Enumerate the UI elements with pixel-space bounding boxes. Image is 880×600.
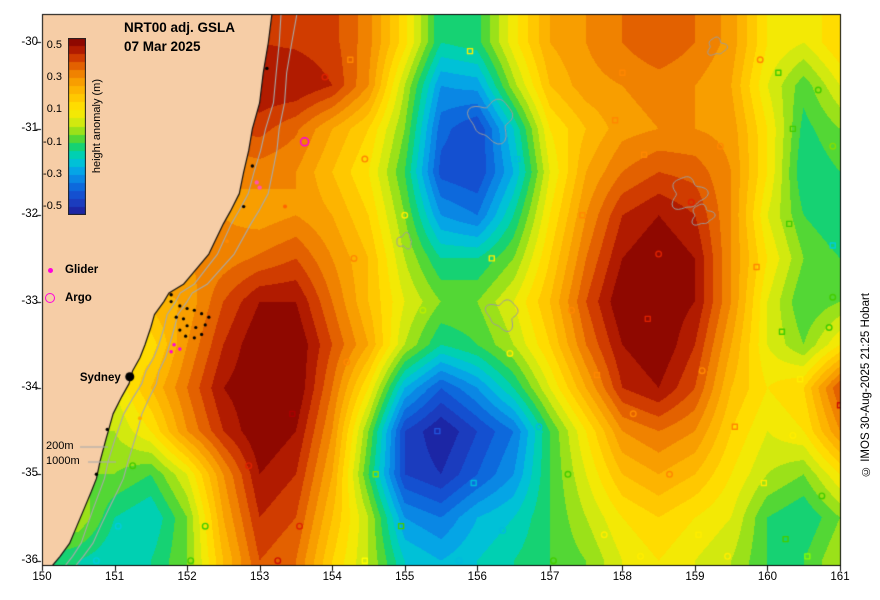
copyright-text: © IMOS 30-Aug-2025 21:25 Hobart bbox=[854, 0, 878, 600]
legend-item-glider: Glider bbox=[44, 256, 98, 284]
legend-glider-label: Glider bbox=[65, 264, 99, 276]
plot-title-line1: NRT00 adj. GSLA bbox=[124, 20, 236, 35]
colorbar-axis-label-text: height anomaly (m) bbox=[91, 79, 103, 174]
colorbar-axis-label: height anomaly (m) bbox=[88, 38, 106, 215]
legend-argo-label: Argo bbox=[65, 292, 92, 304]
sydney-label: Sydney bbox=[79, 371, 121, 384]
map-legend: Glider Argo bbox=[44, 256, 98, 312]
depth-label-200m: 200m bbox=[46, 440, 74, 452]
legend-item-argo: Argo bbox=[44, 284, 98, 312]
plot-date: 07 Mar 2025 bbox=[124, 39, 201, 54]
glider-dot-icon bbox=[47, 267, 53, 273]
copyright-text-content: © IMOS 30-Aug-2025 21:25 Hobart bbox=[860, 293, 872, 477]
plot-title: NRT00 adj. GSLA 07 Mar 2025 bbox=[124, 18, 235, 56]
argo-marker-slot bbox=[44, 293, 56, 303]
argo-circle-icon bbox=[45, 293, 55, 303]
glider-marker-slot bbox=[44, 267, 56, 273]
depth-label-1000m: 1000m bbox=[46, 455, 80, 467]
colorbar bbox=[68, 38, 86, 215]
